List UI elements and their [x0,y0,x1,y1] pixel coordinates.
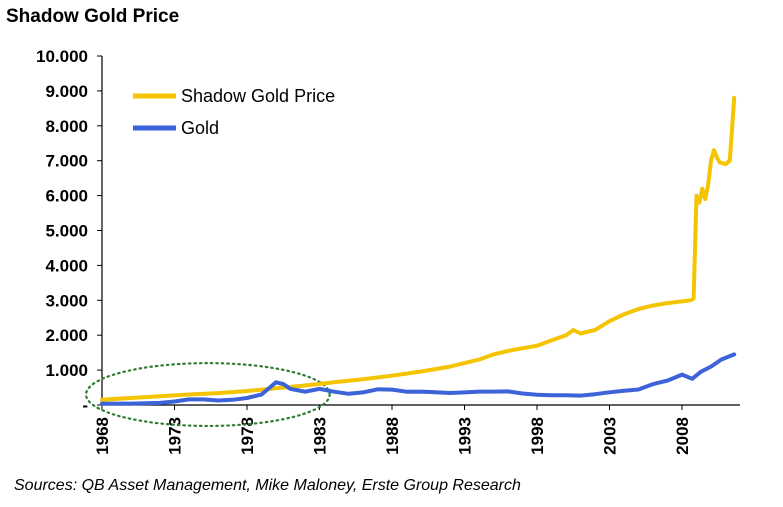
y-tick-label: 2.000 [45,326,88,345]
axes: - 1.000 2.000 3.000 4.000 5.000 6.000 7.000 8.00… [36,47,740,455]
x-tick-label: 1988 [383,417,402,455]
annotation-layer [84,362,331,428]
legend: Shadow Gold Price Gold [133,86,335,138]
y-tick-label: 9.000 [45,82,88,101]
x-tick-label: 1993 [456,417,475,455]
legend-label-shadow-gold-price: Shadow Gold Price [181,86,335,106]
y-tick-label: 5.000 [45,222,88,241]
annotation-ellipse [84,362,331,428]
y-tick-label: 10.000 [36,47,88,66]
x-tick-label: 1983 [311,417,330,455]
series-line-gold [100,352,737,406]
x-tick-label: 1978 [238,417,257,455]
y-tick-label: 8.000 [45,117,88,136]
x-tick-label: 1973 [166,417,185,455]
x-tick-label: 1998 [528,417,547,455]
x-tick-label: 2008 [673,417,692,455]
series-layer [100,95,737,406]
y-tick-label: 4.000 [45,256,88,275]
y-tick-label: 6.000 [45,187,88,206]
y-tick-label: 1.000 [45,361,88,380]
x-tick-label: 2003 [601,417,620,455]
y-tick-label: 3.000 [45,291,88,310]
y-tick-label: - [82,396,88,415]
x-tick-label: 1968 [93,417,112,455]
chart-title: Shadow Gold Price [6,6,180,27]
series-line-shadow-gold-price [100,95,737,402]
y-tick-label: 7.000 [45,152,88,171]
legend-label-gold: Gold [181,118,219,138]
chart-source: Sources: QB Asset Management, Mike Malon… [14,477,521,494]
